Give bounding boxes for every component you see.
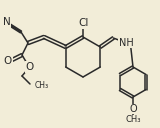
Text: O: O	[4, 56, 12, 66]
Text: CH₃: CH₃	[125, 115, 141, 125]
Text: Cl: Cl	[79, 18, 89, 28]
Text: N: N	[3, 17, 11, 27]
Text: O: O	[26, 62, 34, 72]
Text: O: O	[129, 104, 137, 114]
Text: NH: NH	[119, 38, 134, 48]
Text: CH₃: CH₃	[35, 82, 49, 90]
